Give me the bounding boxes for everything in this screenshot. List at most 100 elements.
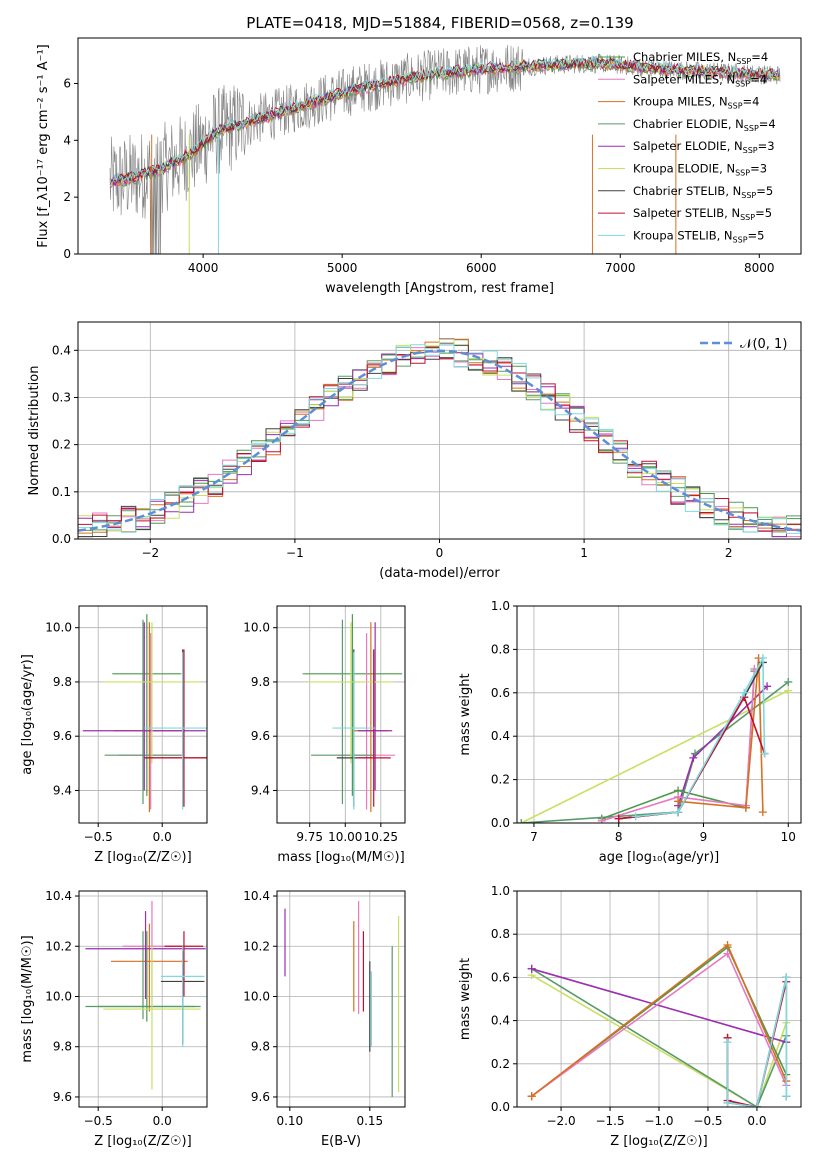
weight-marker (723, 941, 732, 949)
panel-residuals: −2 −1 0 1 2 0.0 0.1 0.2 0.3 0.4 (data-model)/error… (27, 321, 802, 581)
y-axis-label: age [log₁₀(age/yr)] (20, 654, 35, 775)
weight-series-line (635, 655, 766, 818)
x-tick-label: 1 (580, 546, 588, 560)
y-tick-label: 9.6 (251, 1090, 270, 1104)
plot-area (109, 44, 781, 254)
plot-area (78, 338, 801, 538)
x-tick-label: −2.0 (546, 1114, 575, 1128)
x-tick-label: 4000 (188, 261, 219, 275)
y-tick-label: 0.4 (491, 729, 510, 743)
x-axis-label: E(B-V) (321, 1134, 361, 1149)
y-tick-label: 0.0 (491, 1100, 510, 1114)
weight-marker (740, 688, 749, 697)
axes-frame (78, 890, 208, 1108)
weight-marker (689, 753, 698, 762)
y-tick-label: 9.4 (53, 783, 72, 797)
y-tick-label: 0.6 (491, 686, 510, 700)
y-tick-label: 9.6 (251, 729, 270, 743)
x-tick-label: 8 (615, 830, 623, 844)
panel-age-vs-mass: 9.75 10.00 10.25 9.4 9.6 9.8 10.0 mass [log₁₀(M… (243, 605, 406, 865)
weight-series-line (726, 977, 788, 1107)
x-tick-label: 9.75 (296, 830, 323, 844)
weight-series-line (601, 668, 756, 822)
y-tick-label: 4 (63, 133, 71, 147)
x-tick-label: 10.25 (364, 830, 398, 844)
legend: Chabrier MILES, NSSP=4 Salpeter MILES, NS… (598, 50, 776, 244)
weight-marker (752, 1103, 761, 1107)
x-tick-label: 2 (725, 546, 733, 560)
y-axis-label: Normed distribution (27, 366, 42, 496)
legend-label: 𝒩(0, 1) (740, 337, 787, 352)
model-spectrum-line (109, 54, 780, 186)
plot-area (517, 654, 793, 823)
x-axis-label: age [log₁₀(age/yr)] (599, 850, 720, 865)
y-tick-label: 10.4 (243, 889, 270, 903)
y-tick-label: 0.3 (52, 390, 71, 404)
normal-curve (78, 349, 801, 532)
y-axis-label: mass weight (458, 673, 473, 755)
weight-series-line (520, 689, 789, 823)
y-tick-label: 9.8 (251, 1040, 270, 1054)
weight-marker (517, 819, 526, 823)
weight-series-line (678, 658, 764, 813)
y-tick-label: 0.4 (52, 343, 71, 357)
y-tick-label: 0 (63, 247, 71, 261)
x-tick-label: −0.5 (693, 1114, 722, 1128)
weight-marker (784, 686, 793, 695)
x-axis-label: (data-model)/error (379, 566, 500, 581)
weight-marker (723, 1098, 732, 1107)
weight-marker (614, 814, 623, 823)
legend-label: Chabrier MILES, NSSP=4 (633, 50, 768, 66)
legend-label: Salpeter MILES, NSSP=4 (633, 72, 767, 88)
y-tick-label: 0.6 (491, 970, 510, 984)
residual-histogram (78, 339, 801, 532)
legend-label: Kroupa STELIB, NSSP=5 (633, 228, 764, 244)
weight-marker (758, 808, 767, 817)
y-tick-label: 10.0 (243, 621, 270, 635)
y-tick-label: 9.4 (251, 783, 270, 797)
weight-marker (674, 808, 683, 817)
x-tick-label: 6000 (466, 261, 497, 275)
figure-title: PLATE=0418, MJD=51884, FIBERID=0568, z=0… (246, 14, 633, 32)
weight-marker (723, 1038, 732, 1047)
weight-marker (782, 973, 791, 982)
x-tick-label: −2 (141, 546, 159, 560)
y-tick-label: 10.2 (45, 939, 72, 953)
y-tick-label: 0.1 (52, 485, 71, 499)
y-tick-label: 9.6 (53, 1090, 72, 1104)
x-axis-label: mass [log₁₀(M/M☉)] (277, 850, 404, 865)
y-tick-label: 0.2 (52, 438, 71, 452)
weight-series-line (531, 968, 787, 1043)
y-tick-label: 1.0 (491, 884, 510, 898)
axes-frame (516, 890, 802, 1108)
plot-area (302, 614, 403, 813)
legend-label: Salpeter STELIB, NSSP=5 (633, 206, 772, 222)
y-tick-label: 1.0 (491, 599, 510, 613)
x-tick-label: 0.0 (747, 1114, 766, 1128)
legend-label: Chabrier ELODIE, NSSP=4 (633, 117, 776, 133)
axes-frame (516, 605, 802, 824)
weight-marker (527, 964, 536, 973)
y-tick-label: 9.8 (53, 1040, 72, 1054)
x-tick-label: −1.5 (595, 1114, 624, 1128)
y-tick-label: 0.2 (491, 1057, 510, 1071)
legend-label: Salpeter ELODIE, NSSP=3 (633, 139, 775, 155)
x-tick-label: 7 (530, 830, 538, 844)
y-tick-label: 6 (63, 76, 71, 90)
y-tick-label: 9.8 (53, 675, 72, 689)
weight-series-line (521, 681, 789, 823)
weight-marker (758, 654, 767, 663)
x-tick-label: −1 (286, 546, 304, 560)
plot-area (527, 941, 791, 1107)
weight-marker (741, 803, 750, 812)
plot-area (82, 614, 207, 813)
y-tick-label: 9.6 (53, 729, 72, 743)
axes-frame (77, 321, 802, 540)
x-tick-label: 7000 (605, 261, 636, 275)
y-tick-label: 10.0 (45, 621, 72, 635)
x-tick-label: 0.10 (276, 1114, 303, 1128)
weight-marker (723, 949, 732, 958)
axes-frame (276, 890, 406, 1108)
axes-frame (77, 37, 802, 255)
x-tick-label: 0.15 (356, 1114, 383, 1128)
